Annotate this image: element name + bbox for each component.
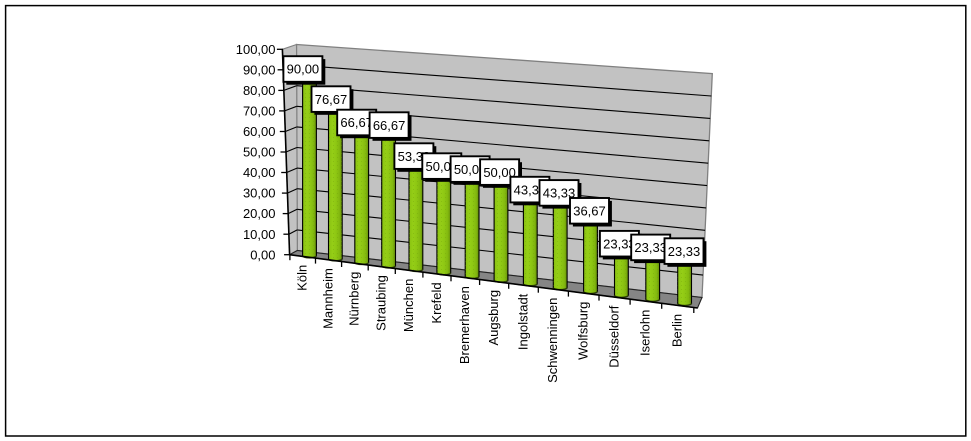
svg-text:80,00: 80,00 — [243, 83, 276, 98]
svg-text:23,33: 23,33 — [668, 244, 701, 259]
svg-text:München: München — [401, 279, 416, 332]
svg-text:0,00: 0,00 — [250, 247, 275, 262]
svg-text:43,33: 43,33 — [543, 186, 576, 201]
svg-text:Mannheim: Mannheim — [320, 268, 335, 329]
svg-text:43,33: 43,33 — [514, 182, 547, 197]
svg-text:Nürnberg: Nürnberg — [347, 272, 362, 326]
svg-text:66,67: 66,67 — [373, 118, 406, 133]
svg-text:Bremerhaven: Bremerhaven — [457, 286, 472, 364]
svg-text:100,00: 100,00 — [236, 42, 276, 57]
svg-text:36,67: 36,67 — [573, 204, 606, 219]
svg-text:60,00: 60,00 — [243, 124, 276, 139]
svg-text:Berlin: Berlin — [670, 314, 685, 347]
svg-text:Iserlohn: Iserlohn — [638, 310, 653, 356]
svg-text:50,00: 50,00 — [483, 165, 516, 180]
svg-text:90,00: 90,00 — [243, 62, 276, 77]
svg-text:90,00: 90,00 — [287, 62, 320, 77]
svg-text:23,33: 23,33 — [603, 236, 636, 251]
svg-text:23,33: 23,33 — [634, 240, 667, 255]
svg-text:50,00: 50,00 — [243, 145, 276, 160]
svg-text:Wolfsburg: Wolfsburg — [576, 302, 591, 360]
svg-text:10,00: 10,00 — [243, 227, 276, 242]
svg-text:30,00: 30,00 — [243, 186, 276, 201]
svg-text:Augsburg: Augsburg — [486, 290, 501, 346]
svg-text:20,00: 20,00 — [243, 206, 276, 221]
svg-text:Ingolstadt: Ingolstadt — [515, 293, 530, 350]
svg-text:50,00: 50,00 — [454, 162, 487, 177]
svg-text:76,67: 76,67 — [315, 92, 348, 107]
svg-text:70,00: 70,00 — [243, 104, 276, 119]
svg-text:Straubing: Straubing — [374, 275, 389, 331]
svg-text:40,00: 40,00 — [243, 165, 276, 180]
svg-text:66,67: 66,67 — [340, 115, 373, 130]
svg-text:Düsseldorf: Düsseldorf — [606, 305, 621, 368]
svg-text:Krefeld: Krefeld — [429, 282, 444, 323]
svg-text:Schwenningen: Schwenningen — [545, 298, 560, 383]
svg-text:Köln: Köln — [295, 265, 310, 291]
